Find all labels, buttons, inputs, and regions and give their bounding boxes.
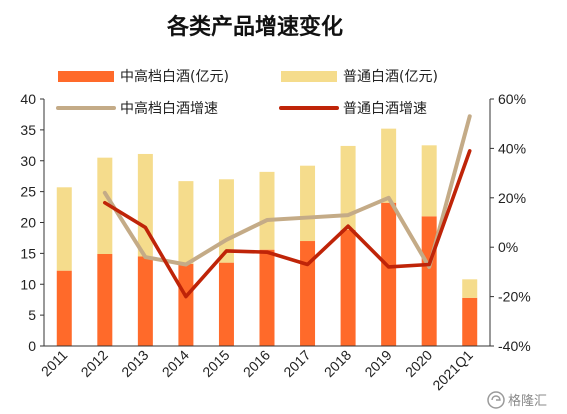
y-left-tick-label: 40 xyxy=(20,91,36,107)
y-right-tick-label: 40% xyxy=(498,140,526,156)
bar-2018-regular xyxy=(340,145,356,230)
y-left-tick-label: 15 xyxy=(20,245,36,261)
bar-2012-regular xyxy=(97,157,113,254)
bar-2015-mid-high xyxy=(218,262,234,346)
x-tick-label: 2020 xyxy=(402,347,435,380)
watermark-text: 格隆汇 xyxy=(508,393,547,409)
bar-2012-mid-high xyxy=(97,253,113,346)
x-tick-label: 2014 xyxy=(159,347,192,380)
legend: 中高档白酒(亿元) 普通白酒(亿元) 中高档白酒增速 普通白酒增速 xyxy=(56,68,438,117)
bar-2020-mid-high xyxy=(421,216,437,346)
x-tick-label: 2011 xyxy=(38,347,71,380)
bar-2017-regular xyxy=(300,165,316,242)
watermark-logo-icon xyxy=(487,391,505,409)
x-tick-label: 2013 xyxy=(118,347,151,380)
bar-2014-regular xyxy=(178,181,194,264)
x-tick-label: 2015 xyxy=(199,347,232,380)
bar-2017-mid-high xyxy=(300,241,316,346)
y-right-tick-label: 20% xyxy=(498,190,526,206)
y-left-tick-label: 20 xyxy=(20,215,36,231)
bar-2021Q1-mid-high xyxy=(462,297,478,346)
y-left-tick-label: 10 xyxy=(20,276,36,292)
x-tick-label: 2018 xyxy=(321,347,354,380)
x-tick-label: 2019 xyxy=(361,347,394,380)
watermark: 格隆汇 xyxy=(487,391,547,409)
chart-title: 各类产品增速变化 xyxy=(166,14,343,40)
bar-2013-mid-high xyxy=(137,256,153,346)
legend-swatch-0 xyxy=(58,71,114,82)
legend-label-0: 中高档白酒(亿元) xyxy=(120,68,229,85)
y-left-tick-label: 0 xyxy=(28,338,36,354)
bar-2021Q1-regular xyxy=(462,279,478,298)
legend-swatch-1 xyxy=(281,71,337,82)
bar-2013-regular xyxy=(137,153,153,257)
y-right-tick-label: 60% xyxy=(498,91,526,107)
y-left-tick-label: 25 xyxy=(20,184,36,200)
line-series-1 xyxy=(103,149,472,299)
line-series-0 xyxy=(102,114,472,269)
bar-2016-mid-high xyxy=(259,249,275,346)
legend-label-1: 普通白酒(亿元) xyxy=(343,69,438,85)
y-right-tick-label: -40% xyxy=(498,338,531,354)
y-right-tick-label: 0% xyxy=(498,239,518,255)
x-tick-label: 2017 xyxy=(280,347,313,380)
bar-2019-regular xyxy=(381,128,397,203)
bar-2011-mid-high xyxy=(56,270,72,346)
x-tick-label: 2016 xyxy=(240,347,273,380)
y-left-tick-label: 35 xyxy=(20,122,36,138)
bars xyxy=(56,128,478,346)
y-left-tick-label: 5 xyxy=(28,307,36,323)
legend-label-2: 中高档白酒增速 xyxy=(120,100,218,117)
bar-2016-regular xyxy=(259,171,275,250)
x-tick-label: 2021Q1 xyxy=(429,347,476,394)
bar-2019-mid-high xyxy=(381,202,397,346)
bar-2020-regular xyxy=(421,145,437,217)
lines xyxy=(102,114,472,299)
bar-2018-mid-high xyxy=(340,229,356,346)
bar-2011-regular xyxy=(56,187,72,271)
legend-label-3: 普通白酒增速 xyxy=(343,101,427,117)
bar-2014-mid-high xyxy=(178,263,194,346)
x-tick-label: 2012 xyxy=(78,347,111,380)
y-right-tick-label: -20% xyxy=(498,289,531,305)
y-left-tick-label: 30 xyxy=(20,153,36,169)
